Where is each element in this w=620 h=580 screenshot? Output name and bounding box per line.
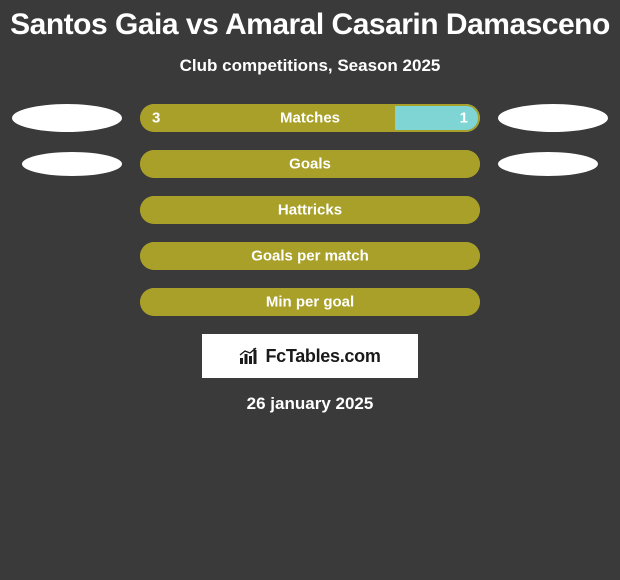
stat-bar: Min per goal	[140, 288, 480, 316]
footer-date: 26 january 2025	[0, 394, 620, 414]
page-title: Santos Gaia vs Amaral Casarin Damasceno	[0, 0, 620, 42]
stat-row: Min per goal	[0, 288, 620, 316]
brand-chart-icon	[239, 347, 261, 365]
player-avatar-right	[498, 104, 608, 132]
comparison-infographic: Santos Gaia vs Amaral Casarin Damasceno …	[0, 0, 620, 580]
stat-label: Matches	[140, 110, 480, 127]
brand-watermark: FcTables.com	[202, 334, 418, 378]
stat-bar: 3 1Matches	[140, 104, 480, 132]
stat-rows: 3 1Matches Goals Hattricks Goals per match Mi…	[0, 104, 620, 316]
stat-bar: Goals	[140, 150, 480, 178]
stat-row: Goals	[0, 150, 620, 178]
stat-value-right: 1	[460, 110, 468, 127]
stat-label: Goals	[140, 156, 480, 173]
stat-label: Goals per match	[140, 248, 480, 265]
stat-row: Hattricks	[0, 196, 620, 224]
brand-text: FcTables.com	[265, 346, 380, 367]
stat-bar: Hattricks	[140, 196, 480, 224]
player-avatar-left	[12, 104, 122, 132]
stat-bar: Goals per match	[140, 242, 480, 270]
page-subtitle: Club competitions, Season 2025	[0, 56, 620, 76]
player-avatar-right	[498, 152, 598, 176]
player-avatar-left	[22, 152, 122, 176]
stat-row: Goals per match	[0, 242, 620, 270]
stat-label: Min per goal	[140, 294, 480, 311]
stat-value-left: 3	[152, 110, 160, 127]
stat-label: Hattricks	[140, 202, 480, 219]
stat-row: 3 1Matches	[0, 104, 620, 132]
